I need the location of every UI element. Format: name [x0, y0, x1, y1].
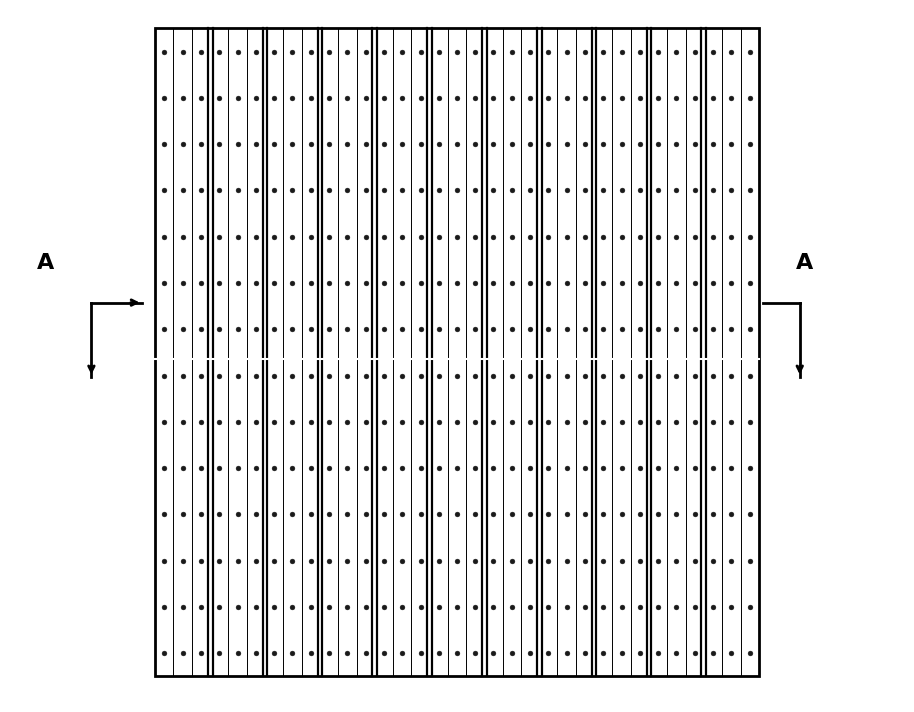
Text: A: A — [37, 253, 54, 273]
Bar — [155, 28, 759, 676]
Text: A: A — [796, 253, 813, 273]
